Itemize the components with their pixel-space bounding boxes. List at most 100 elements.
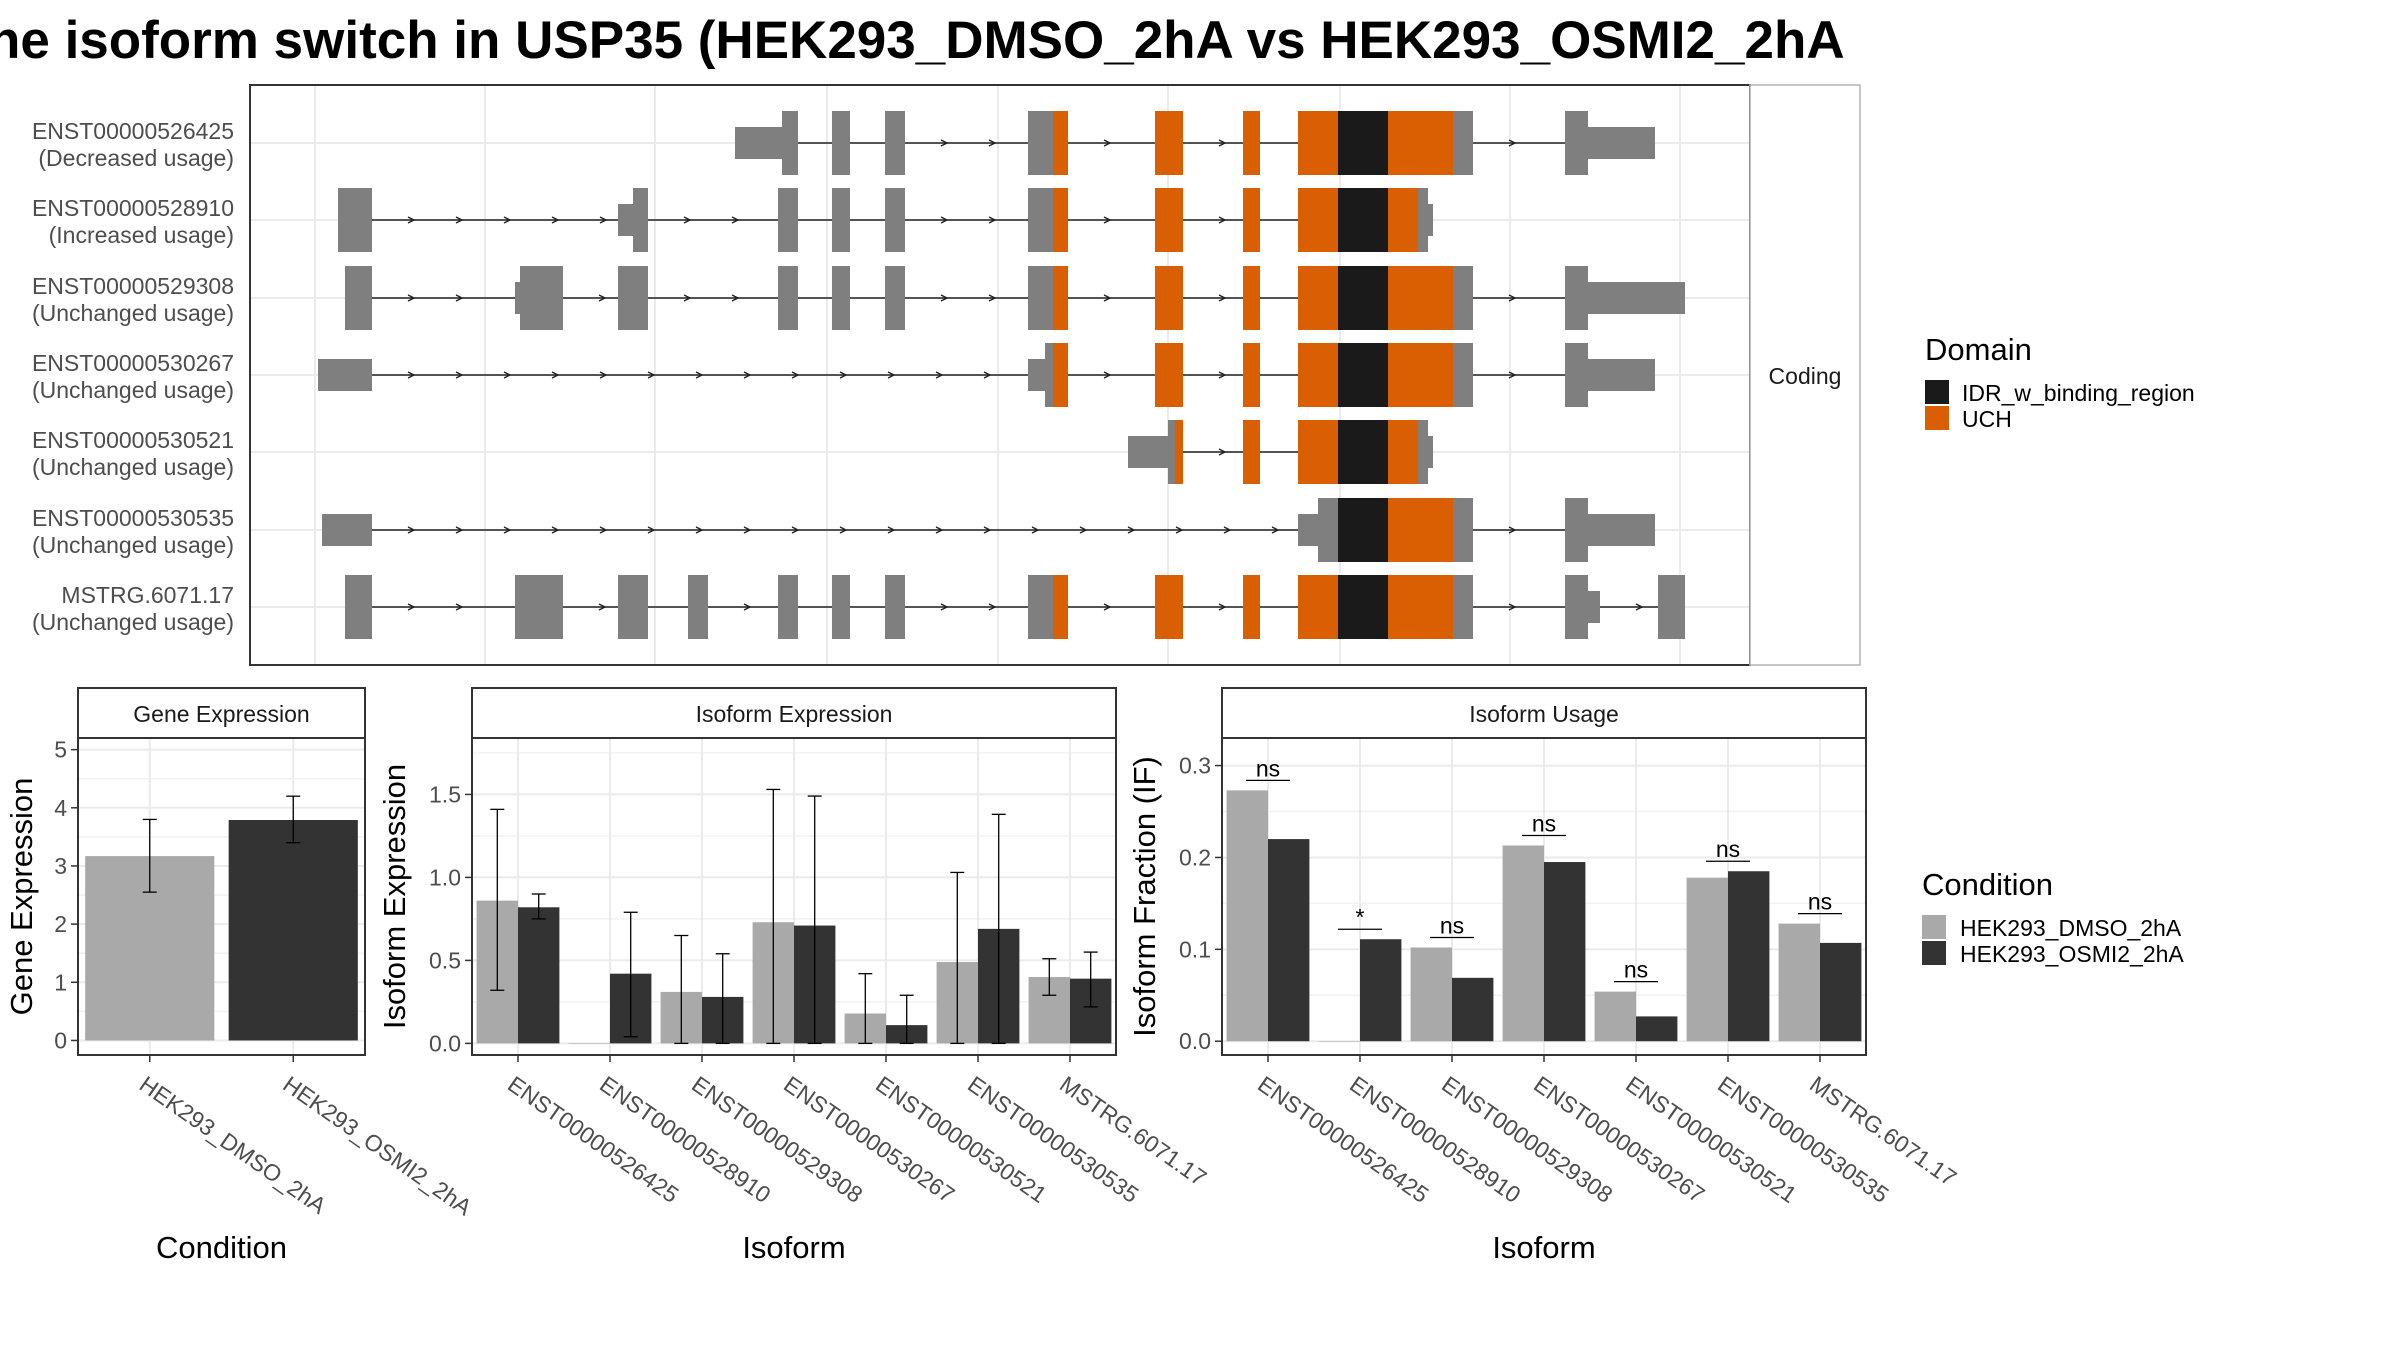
transcript-usage-label: (Decreased usage) bbox=[38, 145, 234, 171]
exon bbox=[322, 514, 372, 546]
condition-legend-key bbox=[1922, 915, 1946, 939]
direction-arrow bbox=[988, 139, 997, 147]
exon bbox=[338, 188, 372, 252]
x-tick-label: ENST00000526425 bbox=[503, 1071, 683, 1208]
direction-arrow bbox=[791, 371, 800, 379]
direction-arrow bbox=[1103, 603, 1112, 611]
exon bbox=[735, 127, 782, 159]
direction-arrow bbox=[1103, 371, 1112, 379]
exon bbox=[1453, 343, 1473, 407]
direction-arrow bbox=[455, 603, 464, 611]
direction-arrow bbox=[791, 526, 800, 534]
domain-legend-key bbox=[1925, 406, 1949, 430]
y-tick-label: 0.5 bbox=[429, 947, 461, 973]
significance-label: * bbox=[1356, 904, 1365, 930]
transcript-usage-label: (Increased usage) bbox=[49, 222, 234, 248]
significance-label: ns bbox=[1440, 912, 1464, 938]
direction-arrow bbox=[935, 371, 944, 379]
x-tick-label: ENST00000529308 bbox=[1437, 1071, 1617, 1208]
direction-arrow bbox=[1103, 216, 1112, 224]
direction-arrow bbox=[551, 216, 560, 224]
exon bbox=[345, 575, 372, 639]
uch-domain-exon bbox=[1155, 343, 1183, 407]
facet-strip bbox=[77, 687, 366, 739]
exon bbox=[1565, 498, 1588, 562]
direction-arrow bbox=[503, 371, 512, 379]
direction-arrow bbox=[1218, 603, 1227, 611]
transcript-usage-label: (Unchanged usage) bbox=[32, 377, 234, 403]
y-tick-label: 2 bbox=[54, 911, 67, 937]
exon bbox=[1045, 343, 1053, 407]
bar-osmi2 bbox=[1452, 977, 1494, 1042]
direction-arrow bbox=[935, 526, 944, 534]
direction-arrow bbox=[983, 526, 992, 534]
idr-domain-exon bbox=[1338, 188, 1388, 252]
exon bbox=[1565, 575, 1588, 639]
direction-arrow bbox=[647, 526, 656, 534]
direction-arrow bbox=[887, 371, 896, 379]
exon bbox=[1588, 359, 1655, 391]
exon bbox=[885, 575, 905, 639]
y-tick-label: 0.3 bbox=[1179, 753, 1211, 779]
x-tick-label: ENST00000530267 bbox=[1529, 1071, 1709, 1208]
direction-arrow bbox=[940, 139, 949, 147]
exon bbox=[1565, 111, 1588, 175]
figure-title: he isoform switch in USP35 (HEK293_DMSO_… bbox=[0, 11, 1845, 70]
uch-domain-exon bbox=[1053, 188, 1068, 252]
exon bbox=[520, 266, 563, 330]
facet-strip bbox=[471, 687, 1117, 739]
condition-legend-label: HEK293_OSMI2_2hA bbox=[1960, 941, 2184, 967]
transcript-row bbox=[735, 111, 1655, 175]
x-tick-label: ENST00000530267 bbox=[779, 1071, 959, 1208]
exon bbox=[1128, 436, 1168, 468]
significance-label: ns bbox=[1624, 957, 1648, 983]
x-axis-title: Isoform bbox=[1492, 1230, 1595, 1265]
uch-domain-exon bbox=[1298, 420, 1338, 484]
y-tick-label: 3 bbox=[54, 853, 67, 879]
uch-domain-exon bbox=[1298, 188, 1338, 252]
x-tick-label: ENST00000526425 bbox=[1253, 1071, 1433, 1208]
direction-arrow bbox=[940, 216, 949, 224]
direction-arrow bbox=[1218, 216, 1227, 224]
bar-osmi2 bbox=[1544, 862, 1586, 1042]
transcript-row bbox=[322, 498, 1655, 562]
direction-arrow bbox=[1508, 526, 1517, 534]
transcript-id-label: ENST00000530535 bbox=[32, 505, 234, 531]
direction-arrow bbox=[1218, 371, 1227, 379]
bar-dmso bbox=[1686, 877, 1728, 1042]
uch-domain-exon bbox=[1388, 188, 1418, 252]
direction-arrow bbox=[599, 371, 608, 379]
direction-arrow bbox=[407, 371, 416, 379]
transcript-id-label: ENST00000530267 bbox=[32, 350, 234, 376]
domain-legend-title: Domain bbox=[1925, 332, 2032, 367]
uch-domain-exon bbox=[1053, 575, 1068, 639]
exon bbox=[318, 359, 372, 391]
panel-title: Gene Expression bbox=[133, 701, 309, 727]
bar-osmi2 bbox=[1360, 939, 1402, 1042]
bar-dmso bbox=[1226, 790, 1268, 1042]
transcript-usage-label: (Unchanged usage) bbox=[32, 300, 234, 326]
direction-arrow bbox=[988, 216, 997, 224]
exon bbox=[1453, 498, 1473, 562]
direction-arrow bbox=[1508, 139, 1517, 147]
exon bbox=[688, 575, 708, 639]
y-tick-label: 1 bbox=[54, 969, 67, 995]
facet-label: Coding bbox=[1769, 363, 1842, 389]
transcript-id-label: MSTRG.6071.17 bbox=[61, 582, 234, 608]
exon bbox=[778, 575, 798, 639]
direction-arrow bbox=[407, 294, 416, 302]
exon bbox=[1565, 266, 1588, 330]
exon bbox=[1428, 436, 1433, 468]
uch-domain-exon bbox=[1155, 111, 1183, 175]
transcript-id-label: ENST00000528910 bbox=[32, 195, 234, 221]
panel-title: Isoform Usage bbox=[1469, 701, 1619, 727]
uch-domain-exon bbox=[1388, 343, 1453, 407]
exon bbox=[1028, 266, 1053, 330]
exon bbox=[782, 111, 798, 175]
uch-domain-exon bbox=[1155, 188, 1183, 252]
exon bbox=[1588, 514, 1655, 546]
exon bbox=[1588, 127, 1655, 159]
direction-arrow bbox=[743, 371, 752, 379]
direction-arrow bbox=[731, 294, 740, 302]
